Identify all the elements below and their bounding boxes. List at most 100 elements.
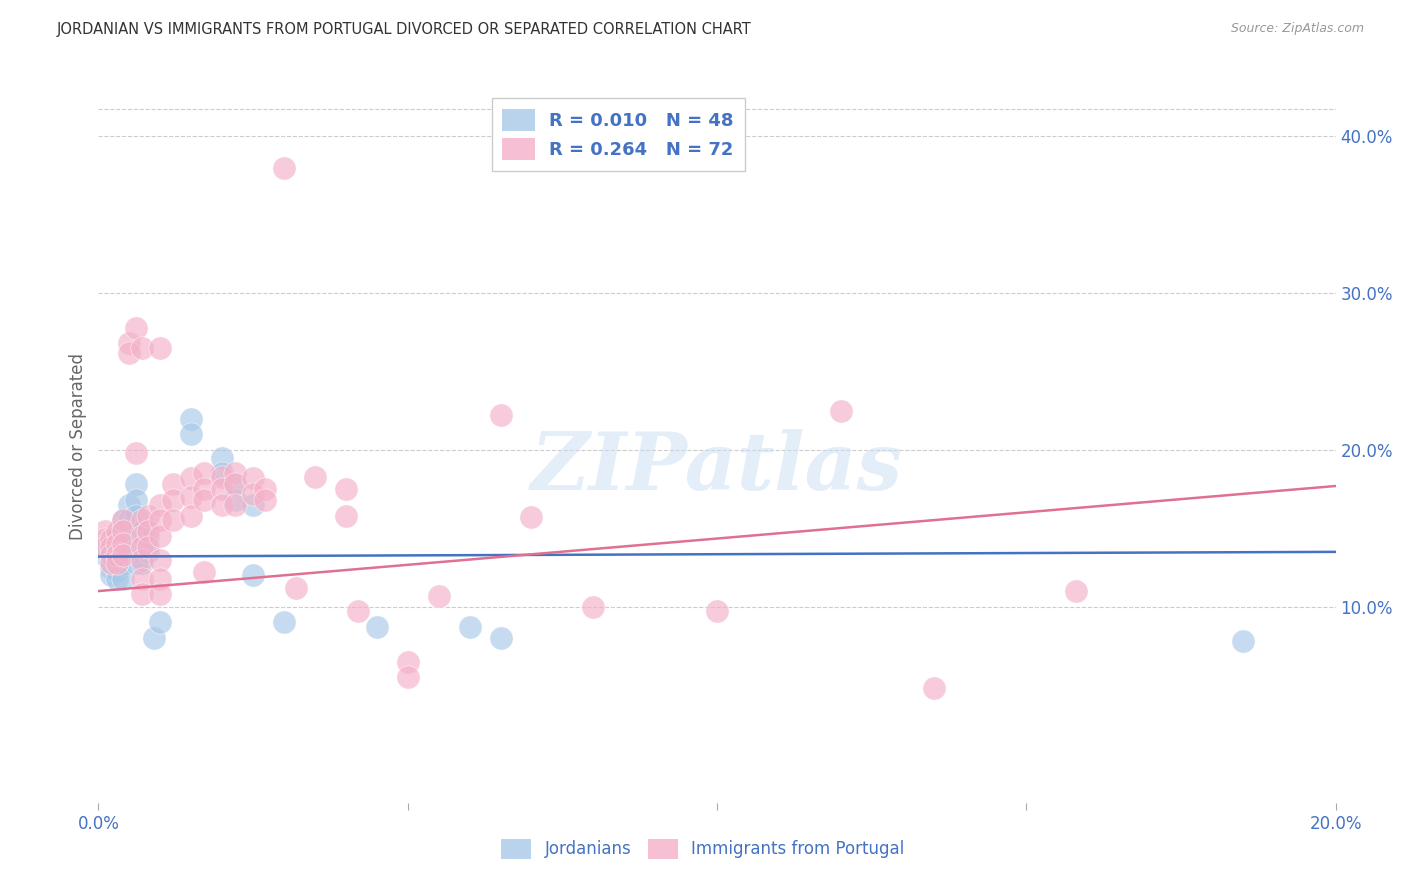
Point: [180, 427, 202, 442]
Point: [112, 514, 135, 528]
Point: [180, 490, 202, 504]
Point: [100, 560, 122, 574]
Point: [193, 493, 215, 508]
Point: [112, 524, 135, 539]
Point: [100, 552, 122, 566]
Point: [105, 540, 128, 554]
Point: [112, 537, 135, 551]
Point: [1232, 634, 1254, 648]
Point: [242, 487, 264, 501]
Point: [224, 498, 246, 512]
Point: [193, 566, 215, 580]
Point: [105, 537, 128, 551]
Point: [118, 336, 141, 351]
Point: [93, 540, 115, 554]
Point: [118, 345, 141, 359]
Point: [131, 552, 153, 566]
Point: [149, 498, 172, 512]
Point: [304, 469, 326, 483]
Point: [180, 471, 202, 485]
Point: [124, 556, 146, 570]
Point: [149, 552, 172, 566]
Point: [347, 604, 370, 618]
Point: [335, 508, 357, 523]
Point: [136, 524, 159, 539]
Point: [706, 604, 728, 618]
Point: [93, 548, 115, 562]
Point: [162, 514, 184, 528]
Point: [112, 558, 135, 572]
Point: [149, 572, 172, 586]
Point: [335, 482, 357, 496]
Legend: R = 0.010   N = 48, R = 0.264   N = 72: R = 0.010 N = 48, R = 0.264 N = 72: [492, 98, 745, 171]
Point: [136, 540, 159, 554]
Point: [211, 498, 233, 512]
Point: [136, 508, 159, 523]
Point: [922, 681, 945, 696]
Point: [105, 556, 128, 570]
Point: [273, 161, 295, 175]
Point: [124, 524, 146, 539]
Point: [131, 572, 153, 586]
Point: [131, 587, 153, 601]
Point: [149, 587, 172, 601]
Point: [582, 599, 605, 614]
Point: [93, 524, 115, 539]
Point: [193, 467, 215, 481]
Text: Source: ZipAtlas.com: Source: ZipAtlas.com: [1230, 22, 1364, 36]
Point: [366, 620, 388, 634]
Point: [242, 568, 264, 582]
Point: [112, 514, 135, 528]
Point: [100, 548, 122, 562]
Point: [131, 556, 153, 570]
Point: [489, 631, 512, 645]
Point: [112, 548, 135, 562]
Point: [100, 540, 122, 554]
Point: [254, 493, 277, 508]
Point: [211, 467, 233, 481]
Point: [149, 514, 172, 528]
Point: [124, 508, 146, 523]
Point: [1064, 584, 1087, 599]
Point: [285, 581, 308, 595]
Point: [131, 540, 153, 554]
Point: [105, 564, 128, 578]
Point: [180, 508, 202, 523]
Point: [193, 482, 215, 496]
Point: [143, 631, 166, 645]
Point: [112, 548, 135, 562]
Point: [830, 403, 852, 417]
Point: [427, 589, 450, 603]
Point: [211, 482, 233, 496]
Point: [100, 533, 122, 547]
Point: [149, 615, 172, 630]
Point: [131, 341, 153, 355]
Point: [489, 409, 512, 423]
Point: [224, 467, 246, 481]
Point: [118, 498, 141, 512]
Point: [131, 514, 153, 528]
Y-axis label: Divorced or Separated: Divorced or Separated: [69, 352, 87, 540]
Point: [131, 529, 153, 543]
Text: JORDANIAN VS IMMIGRANTS FROM PORTUGAL DIVORCED OR SEPARATED CORRELATION CHART: JORDANIAN VS IMMIGRANTS FROM PORTUGAL DI…: [56, 22, 751, 37]
Point: [124, 540, 146, 554]
Point: [162, 477, 184, 491]
Point: [149, 529, 172, 543]
Point: [112, 524, 135, 539]
Point: [100, 556, 122, 570]
Point: [118, 529, 141, 543]
Point: [458, 620, 481, 634]
Point: [162, 493, 184, 508]
Point: [118, 514, 141, 528]
Point: [211, 469, 233, 483]
Point: [149, 341, 172, 355]
Point: [211, 450, 233, 465]
Point: [520, 510, 543, 524]
Point: [124, 446, 146, 460]
Point: [224, 477, 246, 491]
Point: [124, 320, 146, 334]
Point: [105, 524, 128, 539]
Point: [93, 540, 115, 554]
Point: [180, 411, 202, 425]
Point: [396, 670, 419, 684]
